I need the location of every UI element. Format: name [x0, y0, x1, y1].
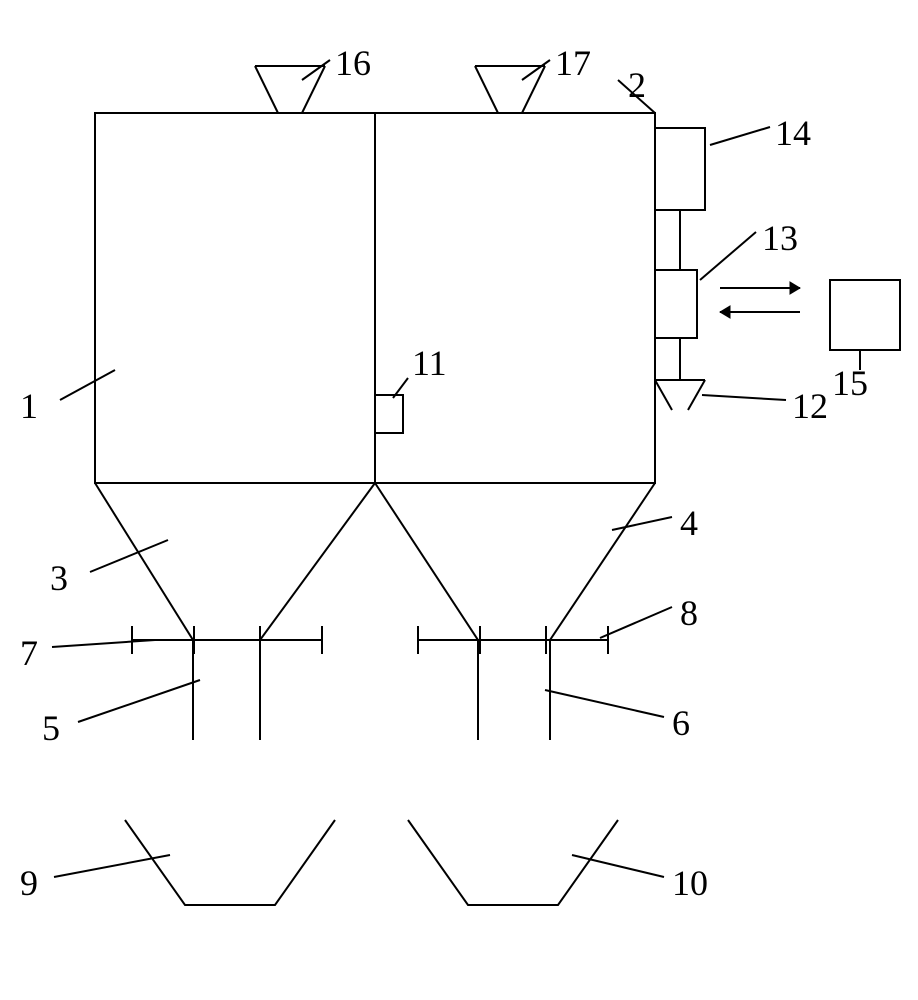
label-11: 11 — [412, 343, 447, 383]
leader-line — [60, 370, 115, 400]
label-13: 13 — [762, 218, 798, 258]
label-6: 6 — [672, 703, 690, 743]
label-9: 9 — [20, 863, 38, 903]
leader-line — [302, 60, 330, 80]
leader-line — [54, 855, 170, 877]
leader-line — [78, 680, 200, 722]
tray-left — [125, 820, 335, 905]
tray-right — [408, 820, 618, 905]
label-14: 14 — [775, 113, 811, 153]
component-15 — [830, 280, 900, 350]
leader-line — [545, 690, 664, 717]
label-4: 4 — [680, 503, 698, 543]
label-5: 5 — [42, 708, 60, 748]
leader-line — [52, 640, 155, 647]
label-1: 1 — [20, 386, 38, 426]
leader-line — [700, 232, 756, 280]
component-14 — [655, 128, 705, 210]
label-10: 10 — [672, 863, 708, 903]
label-8: 8 — [680, 593, 698, 633]
leader-line — [90, 540, 168, 572]
label-15: 15 — [832, 363, 868, 403]
component-13 — [655, 270, 697, 338]
label-16: 16 — [335, 43, 371, 83]
leader-line — [522, 60, 550, 80]
label-2: 2 — [628, 65, 646, 105]
technical-diagram: 1234567891011121314151617 — [0, 0, 918, 1000]
component-11 — [375, 395, 403, 433]
leader-line — [710, 127, 770, 145]
leader-line — [612, 517, 672, 530]
label-12: 12 — [792, 386, 828, 426]
label-3: 3 — [50, 558, 68, 598]
leader-line — [702, 395, 786, 400]
label-7: 7 — [20, 633, 38, 673]
leader-line — [600, 607, 672, 638]
label-17: 17 — [555, 43, 591, 83]
